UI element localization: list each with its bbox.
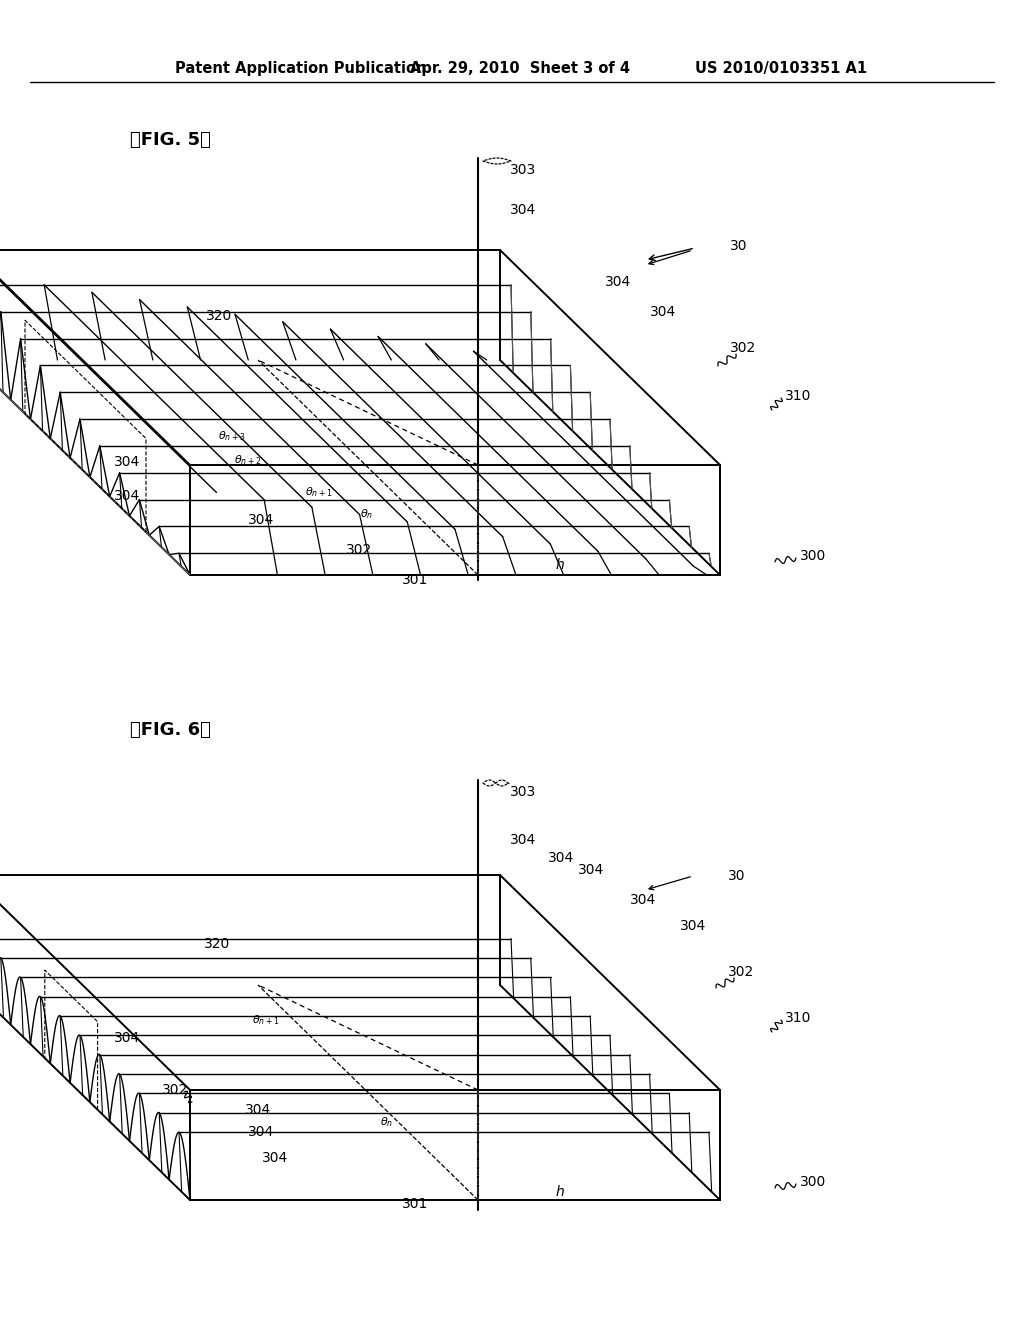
- Text: 304: 304: [605, 275, 631, 289]
- Text: 304: 304: [650, 305, 676, 319]
- Text: 304: 304: [510, 203, 537, 216]
- Text: Patent Application Publication: Patent Application Publication: [175, 61, 427, 75]
- Text: 304: 304: [114, 488, 140, 503]
- Text: $\theta_{n+1}$: $\theta_{n+1}$: [252, 1014, 280, 1027]
- Text: 304: 304: [114, 1031, 140, 1045]
- Text: 310: 310: [785, 389, 811, 403]
- Text: 300: 300: [800, 1175, 826, 1189]
- Text: 301: 301: [401, 573, 428, 587]
- Text: $\theta_{n+2}$: $\theta_{n+2}$: [234, 453, 261, 467]
- Text: Apr. 29, 2010  Sheet 3 of 4: Apr. 29, 2010 Sheet 3 of 4: [410, 61, 630, 75]
- Text: 320: 320: [206, 309, 232, 323]
- Text: 302: 302: [162, 1082, 188, 1097]
- Text: 304: 304: [248, 1125, 274, 1139]
- Text: $\theta_{n}$: $\theta_{n}$: [380, 1115, 393, 1129]
- Text: 304: 304: [114, 455, 140, 469]
- Text: 30: 30: [728, 869, 745, 883]
- Text: US 2010/0103351 A1: US 2010/0103351 A1: [695, 61, 867, 75]
- Text: 304: 304: [510, 833, 537, 847]
- Text: 【FIG. 6】: 【FIG. 6】: [130, 721, 211, 739]
- Text: h: h: [556, 558, 565, 572]
- Text: h: h: [556, 1185, 565, 1199]
- Text: 310: 310: [785, 1011, 811, 1026]
- Text: 304: 304: [548, 851, 574, 865]
- Text: 303: 303: [510, 785, 537, 799]
- Text: $\theta_{n+3}$: $\theta_{n+3}$: [218, 429, 246, 444]
- Text: 301: 301: [401, 1197, 428, 1210]
- Text: 302: 302: [346, 543, 372, 557]
- Text: 320: 320: [204, 937, 230, 950]
- Text: 304: 304: [262, 1151, 288, 1166]
- Text: $\theta_{n}$: $\theta_{n}$: [360, 507, 373, 521]
- Text: $\theta_{n+1}$: $\theta_{n+1}$: [305, 486, 333, 499]
- Text: 302: 302: [728, 965, 755, 979]
- Text: 30: 30: [730, 239, 748, 253]
- Text: 300: 300: [800, 549, 826, 564]
- Text: 304: 304: [245, 1104, 271, 1117]
- Text: 304: 304: [630, 894, 656, 907]
- Text: 303: 303: [510, 162, 537, 177]
- Text: 304: 304: [680, 919, 707, 933]
- Text: 【FIG. 5】: 【FIG. 5】: [130, 131, 211, 149]
- Text: 302: 302: [730, 341, 757, 355]
- Text: 304: 304: [248, 513, 274, 527]
- Text: 304: 304: [578, 863, 604, 876]
